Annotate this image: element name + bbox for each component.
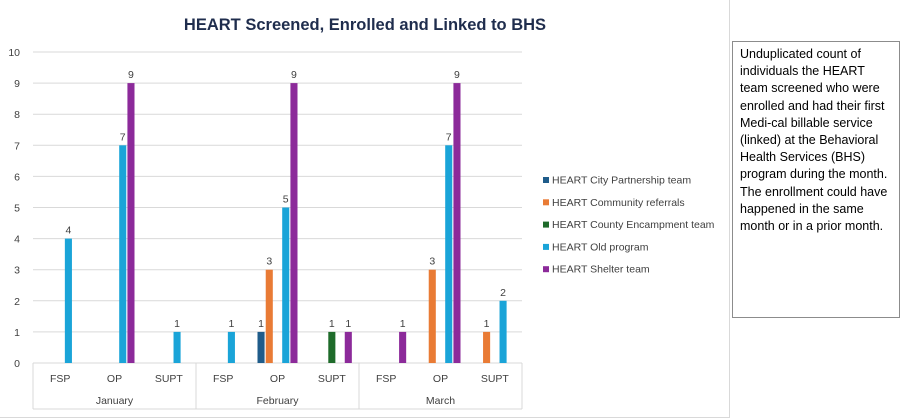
bar <box>173 331 181 363</box>
legend-swatch <box>543 221 549 228</box>
x-subcategory-label: FSP <box>50 373 70 385</box>
chart-title: HEART Screened, Enrolled and Linked to B… <box>184 16 546 34</box>
y-tick-label: 6 <box>14 171 20 183</box>
y-tick-label: 2 <box>14 296 20 308</box>
data-label: 1 <box>345 318 351 330</box>
bar <box>265 269 273 363</box>
bar <box>227 331 235 363</box>
chart-note: Unduplicated count of individuals the HE… <box>732 41 900 318</box>
bar <box>399 331 407 363</box>
data-label: 3 <box>266 256 272 268</box>
data-label: 7 <box>446 131 452 143</box>
bar-chart: HEART Screened, Enrolled and Linked to B… <box>8 16 715 410</box>
x-group-label: March <box>426 395 455 407</box>
x-subcategory-label: SUPT <box>155 373 184 385</box>
data-label: 1 <box>484 318 490 330</box>
x-subcategory-label: FSP <box>213 373 233 385</box>
data-label: 1 <box>174 318 180 330</box>
legend-swatch <box>543 243 549 250</box>
bar <box>119 145 127 363</box>
bar <box>64 238 72 363</box>
data-label: 4 <box>65 225 71 237</box>
legend-label: HEART Community referrals <box>552 197 685 209</box>
y-tick-label: 1 <box>14 327 20 339</box>
bar <box>453 83 461 363</box>
data-label: 1 <box>400 318 406 330</box>
bar <box>344 331 352 363</box>
x-subcategory-label: OP <box>433 373 448 385</box>
data-label: 5 <box>283 194 289 206</box>
legend-label: HEART Shelter team <box>552 264 650 276</box>
data-label: 9 <box>128 69 134 81</box>
bar <box>328 331 336 363</box>
x-group-label: February <box>256 395 299 407</box>
y-tick-label: 3 <box>14 265 20 277</box>
data-label: 1 <box>329 318 335 330</box>
data-label: 1 <box>228 318 234 330</box>
bar <box>445 145 453 363</box>
bar <box>428 269 436 363</box>
legend-label: HEART Old program <box>552 241 649 253</box>
y-tick-label: 4 <box>14 234 20 246</box>
y-tick-label: 5 <box>14 203 20 215</box>
legend-swatch <box>543 266 549 273</box>
legend-swatch <box>543 177 549 183</box>
data-label: 1 <box>258 318 264 330</box>
data-label: 2 <box>500 287 506 299</box>
data-label: 9 <box>454 69 460 81</box>
data-label: 9 <box>291 69 297 81</box>
bar <box>483 331 491 363</box>
data-label: 7 <box>120 131 126 143</box>
legend-swatch <box>543 199 549 206</box>
legend-label: HEART City Partnership team <box>552 175 691 187</box>
x-subcategory-label: SUPT <box>481 373 510 385</box>
y-tick-label: 9 <box>14 78 20 90</box>
x-group-label: January <box>96 395 134 407</box>
bar <box>290 83 298 363</box>
data-label: 3 <box>429 256 435 268</box>
y-tick-label: 7 <box>14 140 20 152</box>
bar <box>499 300 507 363</box>
bar <box>282 207 290 363</box>
y-tick-label: 0 <box>14 358 20 370</box>
chart-frame: HEART Screened, Enrolled and Linked to B… <box>0 0 730 418</box>
x-subcategory-label: OP <box>107 373 122 385</box>
bar <box>257 331 265 363</box>
x-subcategory-label: FSP <box>376 373 396 385</box>
legend-label: HEART County Encampment team <box>552 219 715 231</box>
x-subcategory-label: OP <box>270 373 285 385</box>
legend: HEART City Partnership team HEART Communi… <box>543 175 715 276</box>
y-tick-label: 8 <box>14 109 20 121</box>
y-tick-label: 10 <box>8 47 20 59</box>
bar <box>127 83 135 363</box>
x-subcategory-label: SUPT <box>318 373 347 385</box>
